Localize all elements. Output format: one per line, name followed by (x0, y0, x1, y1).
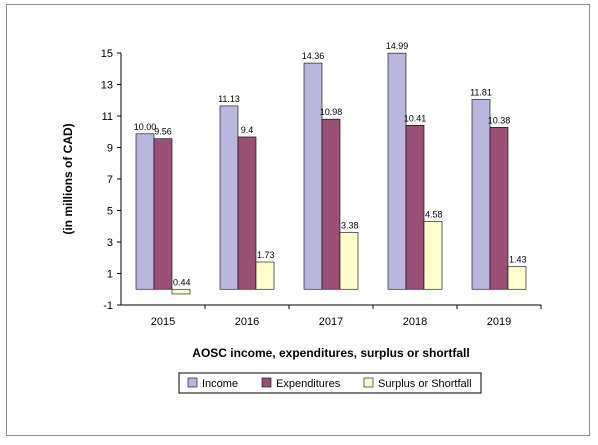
legend: Income Expenditures Surplus or Shortfall (178, 372, 482, 394)
x-tick-label: 2016 (235, 316, 259, 328)
legend-swatch (261, 377, 272, 388)
legend-label: Expenditures (276, 378, 341, 390)
data-label: 4.58 (425, 210, 443, 220)
y-tick-label: 3 (107, 237, 113, 249)
y-tick-label: 1 (107, 269, 113, 281)
x-tick-label: 2015 (151, 316, 175, 328)
y-tick-label: 5 (107, 206, 113, 218)
bar-expenditures (237, 136, 257, 290)
bar-surplus-or-shortfall (339, 232, 359, 290)
bar-expenditures (405, 124, 425, 290)
data-label: 1.73 (257, 250, 275, 260)
data-label: 1.43 (509, 255, 527, 265)
bar-income (387, 52, 407, 290)
bar-income (303, 62, 323, 290)
data-label: 9.4 (241, 125, 254, 135)
y-tick-label: 9 (107, 143, 113, 155)
x-tick-label: 2019 (487, 316, 511, 328)
x-axis-ticks: 2015 2016 2017 2018 2019 (151, 305, 542, 328)
bar-income (471, 99, 491, 290)
data-label: 3.38 (341, 221, 359, 231)
y-tick-label: 13 (101, 80, 113, 92)
legend-swatch (363, 377, 374, 388)
bar-income (135, 133, 155, 290)
y-tick-label: -1 (103, 300, 113, 312)
data-label: 14.36 (302, 51, 325, 61)
bar-expenditures (489, 127, 509, 290)
bar-expenditures (153, 138, 173, 290)
data-label: 0.44 (173, 277, 191, 287)
legend-label: Surplus or Shortfall (378, 378, 472, 390)
y-axis-title: (in millions of CAD) (61, 123, 75, 234)
data-label: 10.38 (488, 115, 511, 125)
data-labels: 10.009.56 0.44 11.13 9.4 1.73 14.36 10.98 3.38 1… (134, 41, 527, 287)
x-axis-title: AOSC income, expenditures, surplus or sh… (192, 346, 469, 360)
bar-surplus-or-shortfall (507, 266, 527, 290)
legend-label: Income (202, 378, 238, 390)
x-tick-label: 2018 (403, 316, 427, 328)
data-label: 10.41 (404, 113, 427, 123)
y-tick-label: 11 (102, 111, 113, 123)
data-label: 11.13 (218, 94, 240, 104)
x-tick-label: 2017 (319, 316, 343, 328)
y-tick-label: 15 (101, 48, 113, 60)
bar-surplus-or-shortfall (423, 221, 443, 290)
data-label: 10.98 (320, 107, 343, 117)
legend-box (178, 372, 482, 394)
y-tick-label: 7 (107, 174, 113, 186)
data-label: 10.00 (134, 122, 157, 132)
data-label: 14.99 (386, 41, 409, 51)
data-label: 9.56 (154, 127, 172, 137)
legend-swatch (187, 377, 198, 388)
data-label: 11.81 (470, 87, 492, 97)
bar-income (219, 105, 239, 290)
bar-surplus-or-shortfall (171, 288, 191, 295)
bar-surplus-or-shortfall (255, 261, 275, 290)
bar-expenditures (321, 118, 341, 290)
bars (135, 52, 527, 295)
